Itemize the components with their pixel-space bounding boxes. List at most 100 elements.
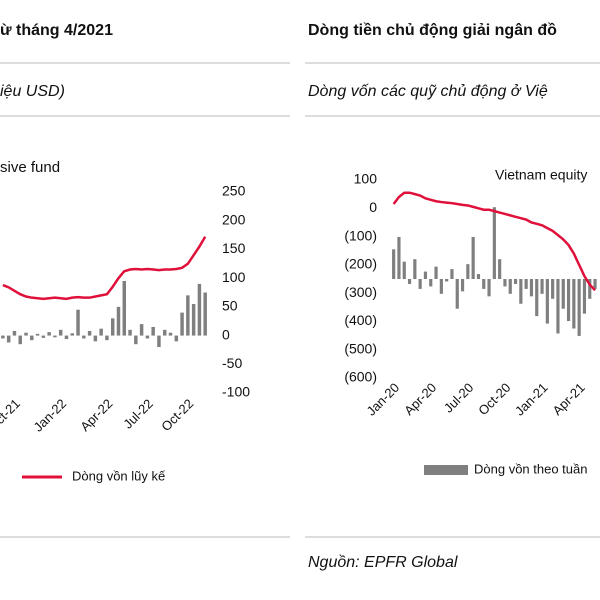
chart-label: Vietnam equity <box>495 167 587 183</box>
bar <box>87 330 92 336</box>
bar <box>445 279 449 282</box>
bar <box>588 279 592 299</box>
bar <box>492 207 496 279</box>
bar <box>134 335 138 345</box>
bar <box>455 279 459 309</box>
y-tick-label: 0 <box>222 326 230 342</box>
bar <box>519 279 523 304</box>
y-tick-label: (600) <box>344 369 377 385</box>
y-tick-label: (400) <box>344 312 377 328</box>
bar <box>529 279 534 297</box>
legend-swatch <box>424 465 468 475</box>
bar <box>174 335 179 342</box>
bar <box>1 335 5 339</box>
bar <box>24 332 28 336</box>
bar <box>572 279 576 329</box>
bar <box>508 279 512 294</box>
line <box>2 236 207 301</box>
bar <box>203 292 207 336</box>
bar <box>561 279 565 309</box>
bar <box>6 335 11 343</box>
bar <box>545 279 549 324</box>
bar <box>450 269 454 279</box>
bar <box>434 266 438 279</box>
bar <box>582 279 587 314</box>
bar <box>524 279 528 289</box>
bar <box>197 283 202 336</box>
bar <box>429 279 433 287</box>
bar <box>191 303 196 336</box>
bar <box>30 335 34 341</box>
bar <box>99 328 103 336</box>
bar <box>407 279 412 284</box>
bar <box>58 329 63 336</box>
y-tick-label: (300) <box>344 284 377 300</box>
bar <box>439 279 443 294</box>
bar <box>487 279 491 297</box>
chart-label: sive fund <box>0 159 60 176</box>
y-tick-label: 100 <box>354 171 378 187</box>
bar <box>566 279 571 322</box>
y-tick-label: -50 <box>222 355 242 371</box>
bar <box>513 279 518 284</box>
bar <box>413 259 417 279</box>
bar <box>392 249 396 279</box>
bar <box>551 279 555 299</box>
bar <box>168 332 173 336</box>
bar <box>122 281 127 336</box>
bar <box>482 279 486 289</box>
bar <box>41 335 46 338</box>
y-tick-label: 200 <box>222 211 246 227</box>
y-tick-label: 50 <box>222 298 238 314</box>
y-tick-label: -100 <box>222 384 250 400</box>
bar <box>64 335 69 340</box>
bar <box>556 279 560 334</box>
y-tick-label: 0 <box>369 199 377 215</box>
bar <box>18 335 22 345</box>
y-tick-label: (500) <box>344 340 377 356</box>
chart-title: ừ tháng 4/2021 <box>0 22 113 39</box>
bar <box>476 274 481 279</box>
bar <box>466 264 470 279</box>
bar <box>503 279 507 287</box>
bar <box>535 279 539 317</box>
bar <box>35 333 40 336</box>
bar <box>402 261 406 279</box>
y-tick-label: 250 <box>222 183 246 199</box>
chart-subtitle: iệu USD) <box>0 83 65 100</box>
source: Nguồn: EPFR Global <box>308 554 458 571</box>
legend-label: Dòng vồn lũy kế <box>72 468 166 483</box>
bar <box>70 333 74 336</box>
legend-label: Dòng vồn theo tuần <box>474 461 587 476</box>
bar <box>47 332 51 336</box>
y-tick-label: (100) <box>344 227 377 243</box>
bar <box>53 335 57 338</box>
y-tick-label: 150 <box>222 240 246 256</box>
bar <box>397 236 401 279</box>
bar <box>498 259 502 279</box>
bar <box>116 306 121 336</box>
line <box>392 191 596 292</box>
bar <box>418 279 422 289</box>
y-tick-label: (200) <box>344 256 377 272</box>
bar <box>76 309 80 336</box>
bar <box>460 279 465 292</box>
bar <box>110 318 115 336</box>
bar <box>593 279 597 289</box>
chart-subtitle: Dòng vốn các quỹ chủ động ở Việ <box>308 83 548 100</box>
bar <box>577 279 581 336</box>
bar <box>139 324 144 336</box>
bar <box>93 335 98 342</box>
bar <box>128 329 132 336</box>
bar <box>180 312 184 336</box>
chart-title: Dòng tiền chủ động giải ngân đồ <box>308 22 557 39</box>
y-tick-label: 100 <box>222 269 246 285</box>
bar <box>162 329 167 336</box>
bar <box>151 326 155 336</box>
bar <box>186 295 190 336</box>
bar <box>471 236 475 279</box>
bar <box>423 271 428 279</box>
bar <box>105 335 109 341</box>
